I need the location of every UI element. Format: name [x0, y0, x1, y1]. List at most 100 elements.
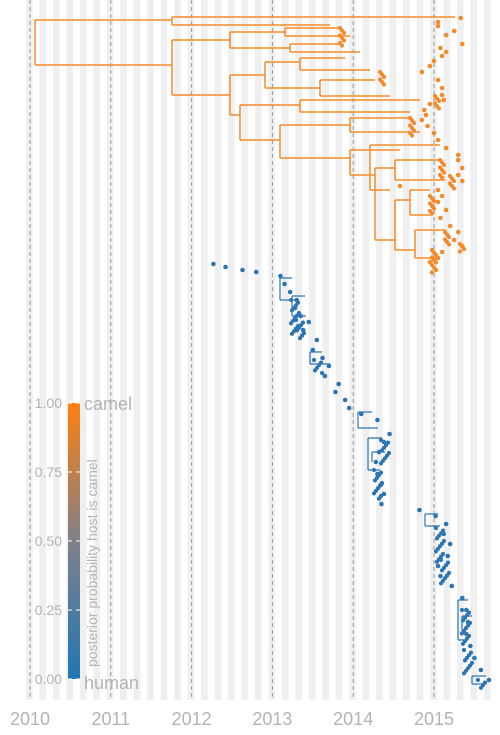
human-tip-point	[379, 438, 383, 442]
colorbar-tick-label: 0.00	[35, 671, 62, 687]
camel-tip-point	[434, 253, 438, 257]
human-tip-point	[460, 608, 464, 612]
human-tip-point	[295, 328, 299, 332]
camel-tip-point	[460, 166, 465, 171]
human-tip-point	[462, 671, 466, 675]
human-tip-point	[445, 554, 450, 559]
camel-tip-point	[428, 64, 433, 69]
human-tip-point	[254, 270, 259, 275]
human-tip-point	[375, 418, 380, 423]
camel-tip-point	[425, 124, 430, 129]
camel-tip-point	[456, 158, 461, 163]
camel-tip-point	[436, 138, 441, 143]
camel-tip-point	[420, 118, 425, 123]
human-tip-point	[313, 368, 317, 372]
camel-tip-point	[444, 146, 449, 151]
human-tip-point	[436, 564, 441, 569]
human-tip-point	[379, 502, 384, 507]
camel-tip-point	[412, 121, 416, 125]
human-tip-point	[320, 371, 324, 375]
camel-tip-point	[432, 199, 436, 203]
camel-tip-point	[420, 70, 425, 75]
human-tip-point	[327, 364, 332, 369]
background-band	[188, 0, 195, 700]
background-band	[228, 0, 235, 700]
camel-tip-point	[382, 82, 386, 86]
background-band	[376, 0, 383, 700]
camel-tip-point	[460, 179, 465, 184]
camel-tip-point	[434, 260, 438, 264]
x-axis-ticks: 2010 2011 2012 2013 2014 2015	[10, 709, 454, 729]
camel-tip-point	[436, 188, 441, 193]
x-tick-label: 2013	[252, 709, 292, 729]
background-band	[120, 0, 127, 700]
colorbar-title: posterior probability host is camel	[84, 459, 100, 667]
human-tip-point	[278, 274, 283, 279]
human-tip-point	[320, 356, 325, 361]
camel-tip-point	[460, 42, 465, 47]
camel-tip-point	[398, 184, 403, 189]
x-tick-label: 2012	[172, 709, 212, 729]
human-tip-point	[315, 338, 320, 343]
camel-tip-point	[342, 31, 346, 35]
camel-tip-point	[432, 206, 436, 210]
human-tip-point	[468, 644, 473, 649]
colorbar-tick-label: 0.75	[35, 464, 62, 480]
camel-tip-point	[444, 50, 449, 55]
human-tip-point	[306, 320, 311, 325]
camel-tip-point	[437, 106, 441, 110]
human-tip-point	[440, 568, 444, 572]
camel-tip-point	[382, 75, 386, 79]
colorbar-tick-label: 0.50	[35, 533, 62, 549]
background-band	[443, 0, 450, 700]
human-tip-point	[373, 478, 377, 482]
human-tip-point	[449, 584, 454, 589]
camel-tip-point	[440, 175, 444, 179]
background-band	[201, 0, 208, 700]
camel-tip-point	[436, 78, 441, 83]
human-tip-point	[460, 631, 464, 635]
human-tip-point	[240, 268, 245, 273]
background-band	[416, 0, 423, 700]
camel-tip-point	[444, 33, 449, 38]
camel-tip-point	[428, 102, 433, 107]
human-tip-point	[444, 522, 449, 527]
camel-tip-point	[436, 24, 441, 29]
human-tip-point	[461, 618, 465, 622]
x-tick-label: 2014	[333, 709, 373, 729]
camel-tip-point	[430, 270, 434, 274]
camel-tip-point	[422, 108, 427, 113]
x-tick-label: 2011	[91, 709, 130, 729]
camel-tip-point	[458, 249, 462, 253]
human-tip-point	[438, 574, 443, 579]
x-tick-label: 2015	[414, 709, 454, 729]
human-tip-point	[433, 514, 438, 519]
x-tick-label: 2010	[10, 709, 50, 729]
camel-tip-point	[410, 133, 414, 137]
background-band	[161, 0, 168, 700]
camel-tip-point	[452, 179, 456, 183]
camel-tip-point	[412, 128, 416, 132]
camel-tip-point	[438, 46, 443, 51]
human-tip-point	[434, 526, 438, 530]
human-tip-point	[290, 332, 294, 336]
camel-tip-point	[440, 93, 445, 98]
background-band	[363, 0, 370, 700]
colorbar-low-label: human	[84, 673, 139, 693]
human-tip-point	[372, 468, 376, 472]
human-tip-point	[448, 542, 453, 547]
camel-tip-point	[440, 194, 445, 199]
colorbar-tick-label: 0.25	[35, 602, 62, 618]
camel-tip-point	[442, 170, 446, 174]
background-band	[107, 0, 114, 700]
human-tip-point	[223, 265, 228, 270]
camel-tip-point	[437, 99, 441, 103]
camel-tip-point	[452, 238, 457, 243]
human-tip-point	[343, 398, 348, 403]
human-tip-point	[372, 491, 376, 495]
background-band	[26, 0, 33, 700]
human-tip-point	[439, 581, 443, 585]
background-band	[174, 0, 181, 700]
camel-tip-point	[456, 153, 461, 158]
